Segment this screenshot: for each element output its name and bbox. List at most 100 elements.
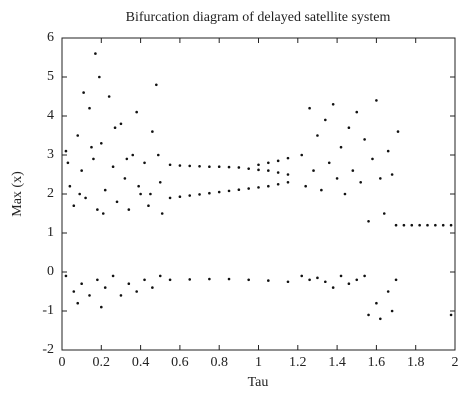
x-tick-label: 0.4 (132, 355, 150, 370)
point (168, 196, 172, 200)
x-tick-label: 1.2 (289, 355, 307, 370)
point (198, 193, 201, 196)
point (127, 208, 131, 211)
point (155, 83, 158, 87)
point (198, 165, 201, 168)
point (286, 156, 290, 160)
point (84, 196, 87, 200)
point (101, 212, 105, 215)
chart-title: Bifurcation diagram of delayed satellite… (126, 10, 391, 25)
point (111, 274, 115, 278)
point (237, 166, 241, 169)
point (217, 190, 221, 194)
point (131, 153, 135, 157)
point (143, 278, 146, 282)
point (375, 301, 378, 305)
point (147, 204, 150, 207)
y-tick-label: 5 (47, 69, 54, 84)
plot-frame (61, 37, 456, 351)
y-tick-label: 4 (47, 108, 54, 123)
point (375, 99, 378, 102)
point (367, 220, 370, 223)
point (267, 169, 270, 172)
point (115, 200, 119, 204)
point (151, 286, 154, 289)
point (324, 118, 327, 122)
point (320, 188, 323, 192)
point (100, 142, 103, 145)
point (247, 278, 250, 282)
point (386, 290, 390, 293)
y-tick-label: 1 (47, 225, 54, 240)
point (347, 282, 351, 286)
point (78, 192, 81, 196)
point (382, 212, 386, 215)
point (394, 223, 398, 227)
point (386, 149, 390, 153)
point (300, 274, 304, 278)
point (316, 134, 319, 137)
point (156, 153, 160, 157)
point (96, 208, 99, 211)
point (151, 130, 154, 133)
point (308, 106, 311, 110)
point (98, 75, 101, 79)
point (188, 278, 192, 281)
point (286, 181, 290, 184)
point (123, 177, 127, 180)
point (125, 157, 129, 161)
point (135, 110, 138, 114)
point (276, 182, 280, 186)
point (331, 286, 335, 289)
point (390, 309, 394, 313)
point (351, 169, 355, 172)
point (82, 91, 85, 94)
point (119, 294, 123, 297)
point (143, 161, 146, 165)
x-tick-label: 2 (452, 355, 459, 370)
point (80, 282, 83, 286)
x-tick-label: 0.8 (210, 355, 228, 370)
point (158, 274, 162, 278)
point (72, 290, 76, 293)
point (379, 317, 382, 321)
point (449, 313, 453, 317)
point (367, 313, 370, 317)
point (267, 184, 270, 188)
point (90, 145, 93, 149)
y-axis-label: Max (x) (10, 171, 25, 217)
y-tick-label: 0 (47, 264, 54, 279)
point (308, 278, 311, 282)
point (276, 159, 280, 163)
point (324, 280, 327, 284)
point (343, 192, 347, 196)
point (135, 290, 138, 293)
point (188, 164, 192, 168)
point (158, 181, 162, 184)
point (127, 282, 131, 286)
point (68, 184, 72, 188)
point (88, 294, 91, 297)
point (257, 163, 260, 167)
point (208, 165, 211, 168)
point (441, 223, 445, 227)
x-tick-label: 1 (255, 355, 262, 370)
point (371, 157, 374, 161)
x-tick-label: 1.4 (328, 355, 346, 370)
point (359, 181, 362, 184)
point (103, 188, 107, 192)
point (227, 277, 231, 281)
point (339, 274, 343, 278)
point (286, 280, 290, 284)
x-tick-label: 0 (59, 355, 66, 370)
point (113, 126, 117, 129)
point (88, 106, 91, 110)
point (208, 191, 211, 195)
point (339, 145, 343, 149)
point (267, 279, 270, 282)
point (111, 165, 115, 168)
y-tick-label: 6 (47, 30, 54, 45)
point (64, 149, 68, 153)
point (312, 169, 315, 172)
point (217, 165, 221, 168)
